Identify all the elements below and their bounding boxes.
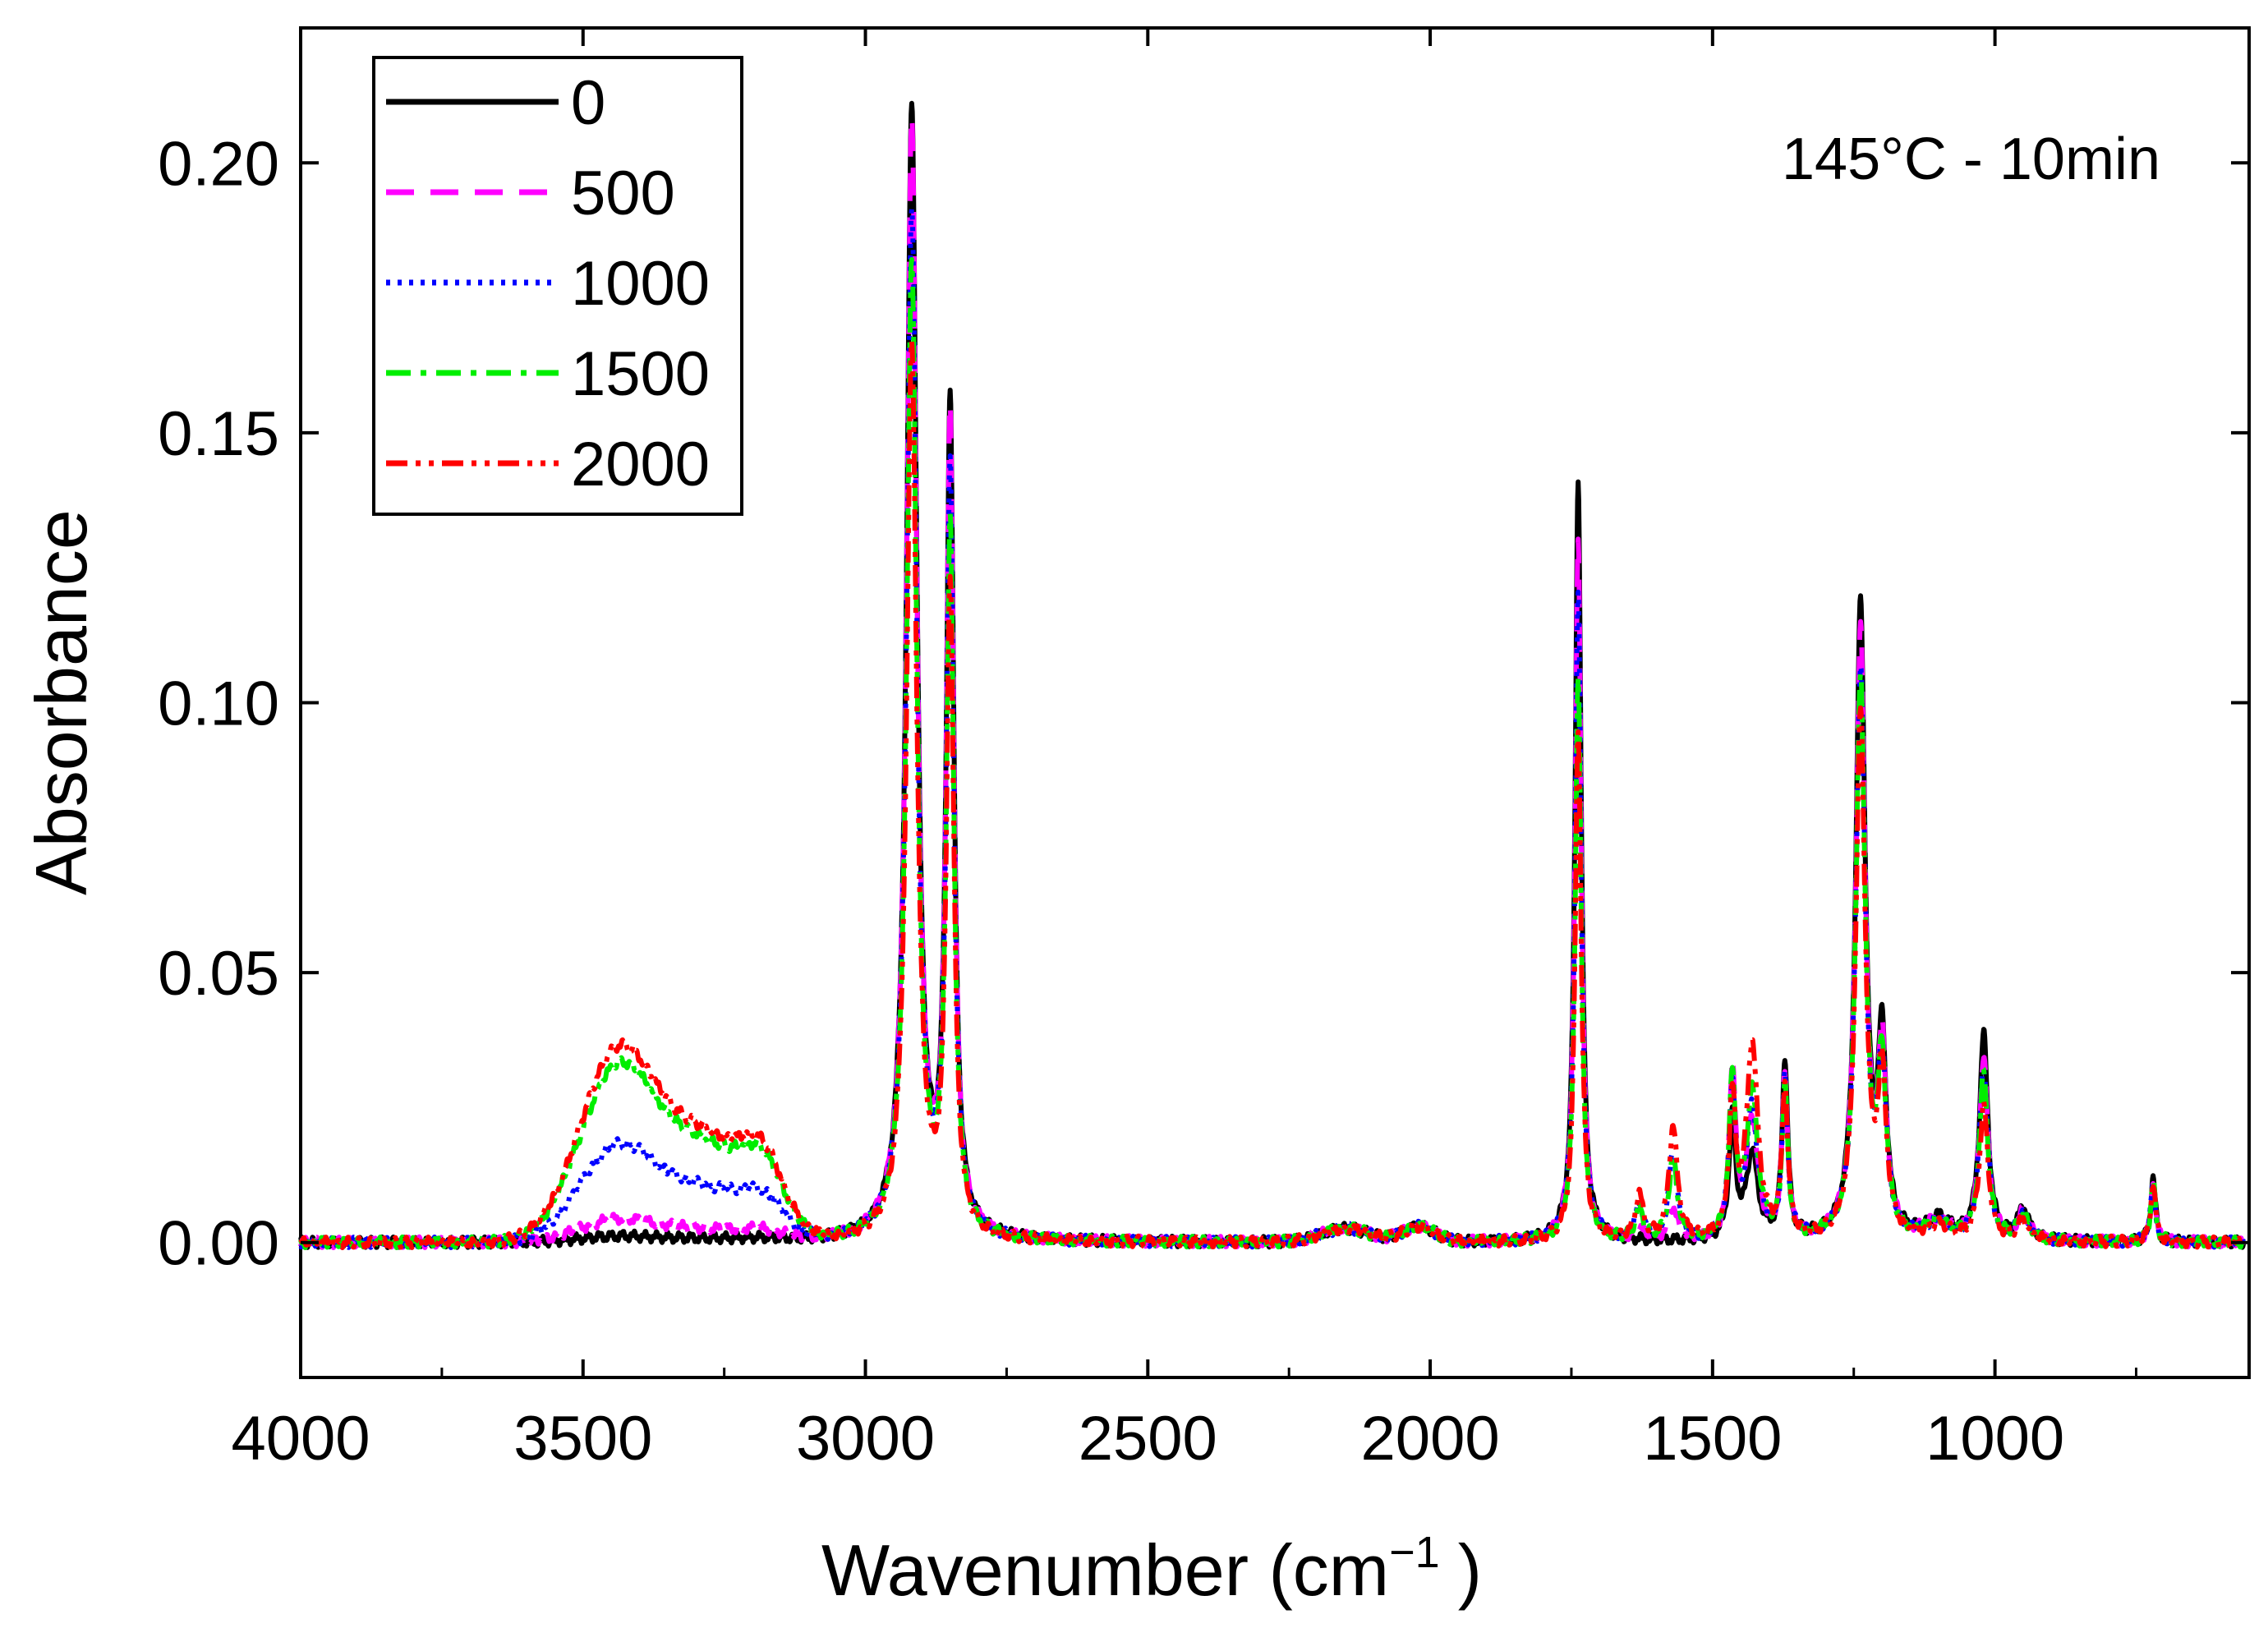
x-tick-label: 4000 xyxy=(231,1404,370,1474)
y-tick-label: 0.15 xyxy=(158,399,279,469)
y-axis-title: Absorbance xyxy=(21,509,102,895)
axis-ticks: 4000 3500 3000 2500 2000 1500 1000 0.00 0.05 0.10… xyxy=(158,28,2249,1474)
legend-label: 500 xyxy=(571,159,675,228)
legend: 0 500 1000 1500 2000 xyxy=(372,56,743,516)
x-tick-label: 2500 xyxy=(1079,1404,1217,1474)
y-tick-label: 0.20 xyxy=(158,129,279,199)
legend-label: 1000 xyxy=(571,249,710,319)
x-axis-title-main: Wavenumber (cm xyxy=(821,1529,1389,1611)
series-line-1000 xyxy=(298,206,2246,1250)
x-axis-title: Wavenumber (cm−1) xyxy=(821,1528,1482,1611)
x-tick-label: 1500 xyxy=(1643,1404,1782,1474)
legend-label: 1500 xyxy=(571,339,710,409)
annotation-text: 145°C - 10min xyxy=(1782,126,2160,192)
series-group xyxy=(298,100,2247,1250)
x-axis-title-close: ) xyxy=(1458,1529,1482,1611)
y-tick-label: 0.05 xyxy=(158,939,279,1009)
legend-box xyxy=(372,56,743,516)
x-tick-label: 3500 xyxy=(513,1404,652,1474)
x-axis-title-exponent: −1 xyxy=(1389,1528,1440,1577)
legend-label: 0 xyxy=(571,68,605,138)
x-tick-label: 1000 xyxy=(1925,1404,2064,1474)
y-tick-label: 0.00 xyxy=(158,1209,279,1279)
series-line-2000 xyxy=(298,338,2246,1250)
x-tick-label: 3000 xyxy=(796,1404,935,1474)
y-tick-label: 0.10 xyxy=(158,669,279,739)
legend-label: 2000 xyxy=(571,430,710,499)
x-tick-label: 2000 xyxy=(1361,1404,1500,1474)
